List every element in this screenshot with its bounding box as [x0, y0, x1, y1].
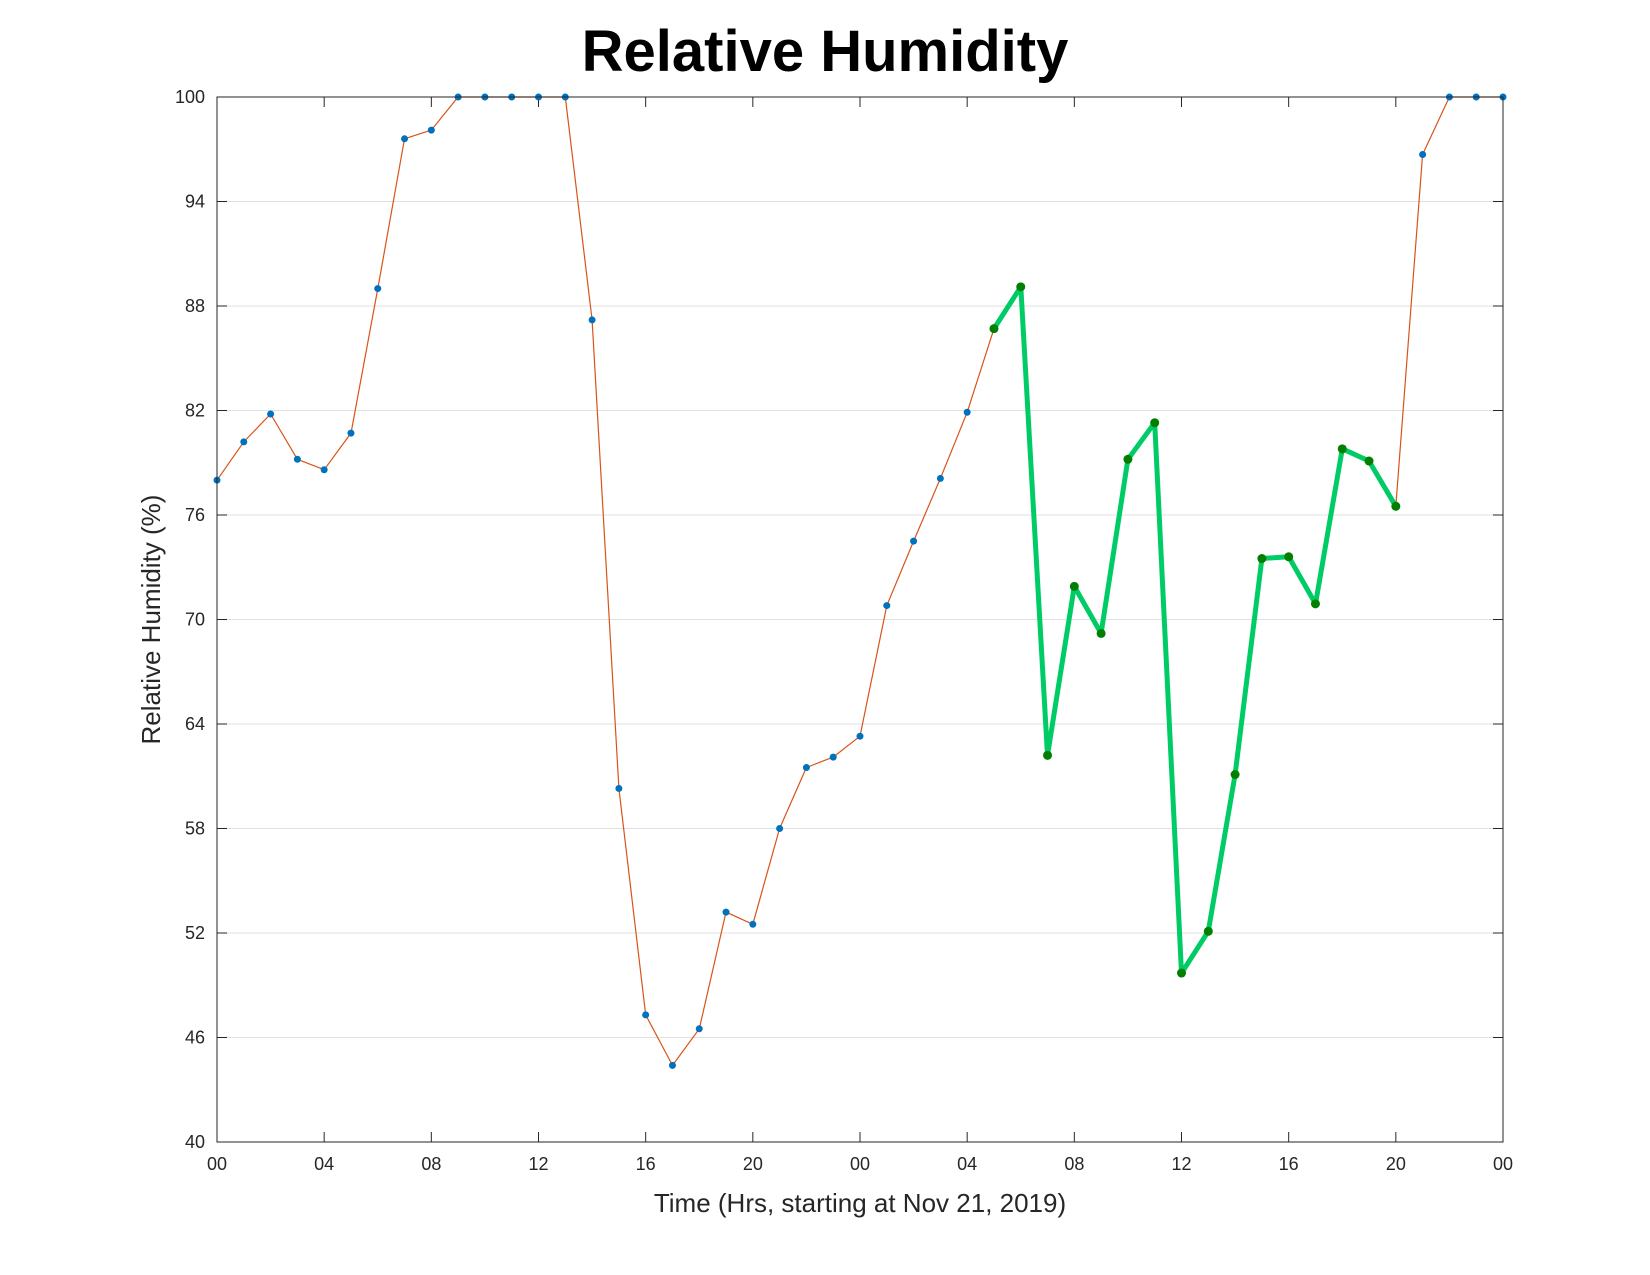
plot-frame [216, 96, 1504, 1143]
series-1-point [267, 410, 275, 418]
y-tick-label: 88 [185, 296, 205, 316]
series-2-point [1177, 968, 1186, 978]
chart-title: Relative Humidity [581, 19, 1069, 84]
x-tick-label: 20 [743, 1154, 763, 1174]
series-1-point [588, 316, 596, 324]
series-1-point [910, 537, 918, 545]
x-tick-label: 08 [421, 1154, 441, 1174]
y-tick-label: 40 [185, 1132, 205, 1152]
series-2-point [1364, 456, 1374, 466]
y-tick-label: 76 [185, 505, 205, 525]
series-1-point [320, 466, 328, 474]
series-2-point [1284, 552, 1294, 562]
series-2-point [1096, 628, 1106, 638]
series-1-point [749, 920, 757, 928]
series-1-point [347, 429, 355, 437]
series-1-point [695, 1025, 703, 1033]
x-tick-label: 20 [1386, 1154, 1406, 1174]
series-2-point [1337, 444, 1347, 454]
series-2-point [1203, 926, 1213, 936]
x-tick-label: 16 [1279, 1154, 1299, 1174]
series-2-point [1257, 554, 1267, 564]
series-1-point [642, 1011, 650, 1019]
series-1-point [293, 455, 301, 463]
series-1-point [883, 602, 891, 610]
series-1-point [776, 825, 784, 832]
series-2-point [1043, 750, 1053, 760]
series-1-line [216, 96, 1503, 1067]
series-2-point [1391, 501, 1401, 511]
grid-lines [217, 201, 1503, 1038]
x-tick-label: 00 [850, 1154, 870, 1174]
series-1-point [427, 126, 435, 134]
x-tick-label: 00 [207, 1154, 227, 1174]
series-2-point [989, 324, 999, 334]
y-tick-label: 52 [185, 923, 205, 943]
x-tick-label: 04 [314, 1154, 334, 1174]
series-1-point [1419, 150, 1427, 158]
y-tick-label: 94 [185, 192, 205, 212]
series-1-point [240, 438, 248, 446]
series-1-point [963, 408, 971, 416]
x-tick-label: 12 [1171, 1154, 1191, 1174]
series-2-point [1016, 282, 1026, 292]
series-2-point [1150, 418, 1160, 428]
series-1-point [615, 784, 623, 792]
x-tick-label: 04 [957, 1154, 977, 1174]
y-tick-label: 70 [185, 610, 205, 630]
x-axis-label: Time (Hrs, starting at Nov 21, 2019) [654, 1188, 1066, 1218]
series-1-point [722, 908, 730, 916]
series-1-point [802, 764, 810, 772]
series-1-point [374, 285, 382, 293]
series-2-point [1310, 599, 1320, 609]
series-2-line [991, 284, 1398, 976]
series-layer [213, 93, 1507, 1069]
series-2-point [1069, 581, 1079, 591]
series-1-point [668, 1061, 676, 1069]
x-tick-label: 16 [636, 1154, 656, 1174]
x-tick-label: 12 [528, 1154, 548, 1174]
series-2-point [1123, 454, 1133, 464]
series-2-point [1230, 770, 1240, 780]
y-tick-label: 100 [175, 87, 205, 107]
series-1-point [856, 732, 864, 740]
y-tick-label: 82 [185, 401, 205, 421]
y-axis-label: Relative Humidity (%) [136, 495, 166, 745]
x-tick-label: 00 [1493, 1154, 1513, 1174]
series-1-point [936, 474, 944, 482]
y-tick-label: 58 [185, 819, 205, 839]
x-tick-label: 08 [1064, 1154, 1084, 1174]
series-1-point [401, 135, 409, 143]
series-1-point [829, 753, 837, 761]
y-tick-label: 64 [185, 714, 205, 734]
axis-ticks: 40 46 52 58 64 70 76 82 88 94 100 00 04 08 12 16 20 00 04 0… [175, 87, 1513, 1174]
y-tick-label: 46 [185, 1028, 205, 1048]
